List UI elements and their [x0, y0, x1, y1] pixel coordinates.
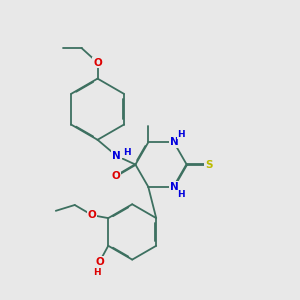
Text: O: O: [95, 257, 104, 267]
Text: O: O: [88, 210, 97, 220]
Text: N: N: [169, 137, 178, 147]
Text: H: H: [177, 190, 185, 200]
Text: S: S: [205, 160, 212, 170]
Text: H: H: [93, 268, 101, 278]
Text: N: N: [112, 151, 121, 161]
Text: H: H: [177, 130, 185, 139]
Text: N: N: [169, 182, 178, 192]
Text: O: O: [93, 58, 102, 68]
Text: H: H: [123, 148, 130, 158]
Text: O: O: [111, 171, 120, 181]
